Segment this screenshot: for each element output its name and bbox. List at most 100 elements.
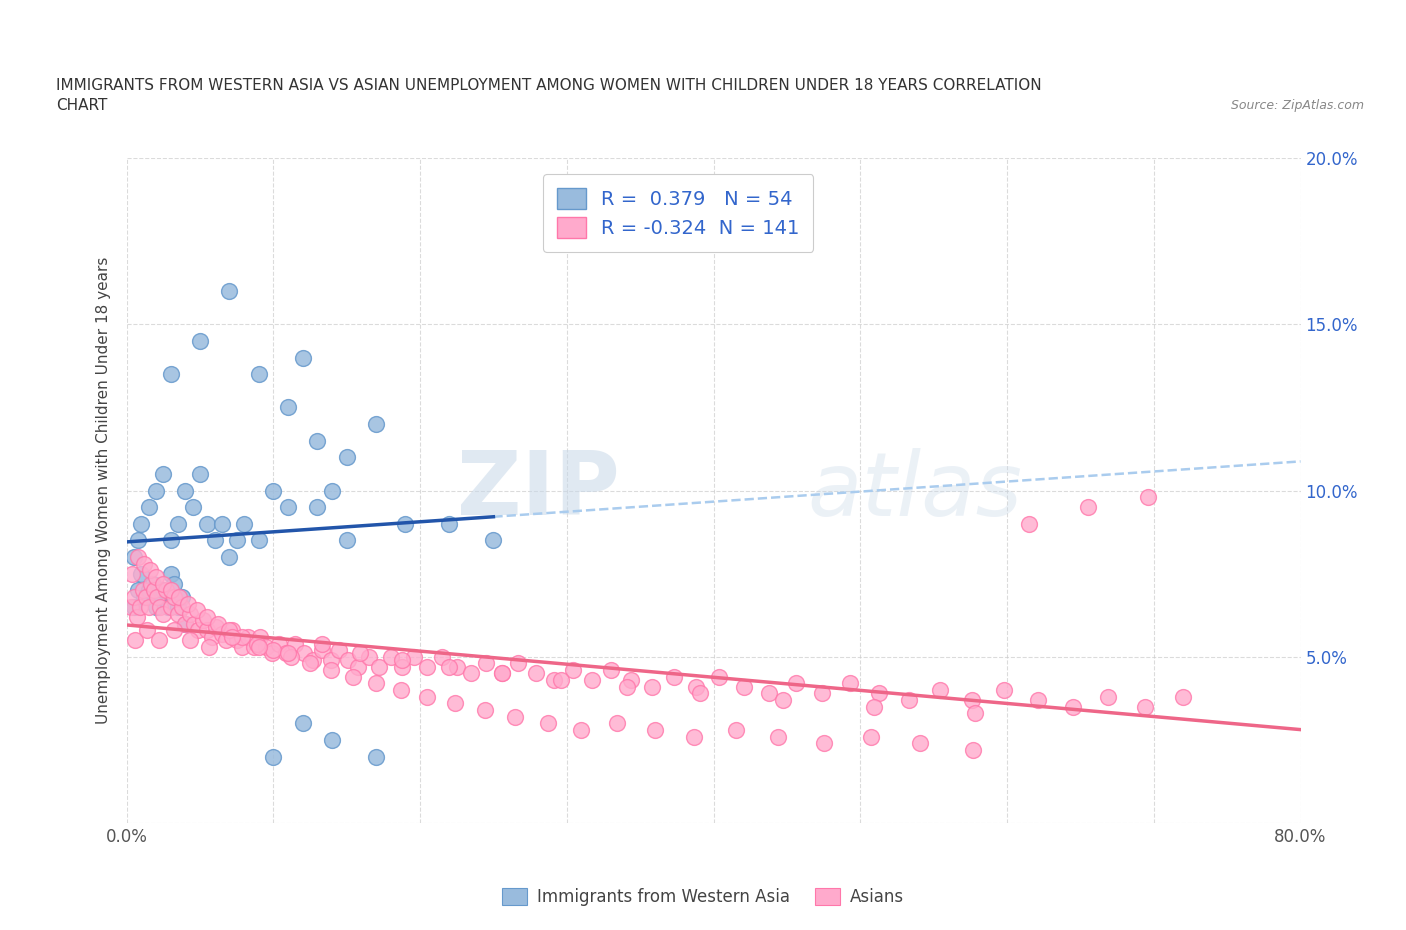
- Point: [508, 656, 530, 671]
- Point: [141, 577, 163, 591]
- Point: [962, 742, 984, 757]
- Text: IMMIGRANTS FROM WESTERN ASIA VS ASIAN UNEMPLOYMENT AMONG WOMEN WITH CHILDREN UND: IMMIGRANTS FROM WESTERN ASIA VS ASIAN UN…: [56, 78, 1042, 93]
- Point: [218, 550, 240, 565]
- Point: [122, 590, 145, 604]
- Text: CHART: CHART: [56, 99, 108, 113]
- Point: [404, 649, 426, 664]
- Point: [1136, 490, 1159, 505]
- Point: [152, 467, 174, 482]
- Point: [269, 636, 291, 651]
- Point: [537, 716, 560, 731]
- Point: [766, 729, 789, 744]
- Point: [247, 366, 270, 381]
- Point: [138, 600, 160, 615]
- Point: [183, 617, 205, 631]
- Point: [439, 659, 461, 674]
- Point: [561, 663, 583, 678]
- Point: [152, 583, 174, 598]
- Point: [134, 556, 156, 571]
- Point: [205, 619, 228, 634]
- Point: [177, 596, 200, 611]
- Point: [928, 683, 950, 698]
- Point: [391, 653, 413, 668]
- Point: [218, 623, 240, 638]
- Point: [139, 563, 162, 578]
- Point: [195, 609, 218, 624]
- Point: [215, 632, 238, 647]
- Point: [145, 600, 167, 615]
- Point: [122, 550, 145, 565]
- Point: [138, 499, 160, 514]
- Point: [262, 750, 284, 764]
- Point: [159, 533, 181, 548]
- Point: [758, 686, 780, 701]
- Point: [249, 630, 271, 644]
- Point: [505, 710, 527, 724]
- Point: [868, 686, 890, 701]
- Point: [218, 284, 240, 299]
- Point: [620, 672, 643, 687]
- Point: [291, 716, 314, 731]
- Point: [302, 653, 325, 668]
- Point: [284, 636, 307, 651]
- Point: [298, 656, 321, 671]
- Point: [724, 723, 747, 737]
- Point: [152, 577, 174, 591]
- Point: [599, 663, 621, 678]
- Point: [167, 606, 190, 621]
- Point: [357, 649, 380, 664]
- Point: [211, 626, 233, 641]
- Point: [169, 590, 191, 604]
- Point: [581, 672, 603, 687]
- Point: [811, 686, 834, 701]
- Point: [336, 450, 359, 465]
- Point: [307, 433, 329, 448]
- Point: [321, 484, 343, 498]
- Point: [120, 600, 142, 615]
- Point: [280, 649, 302, 664]
- Point: [188, 334, 211, 349]
- Text: Source: ZipAtlas.com: Source: ZipAtlas.com: [1230, 99, 1364, 112]
- Point: [364, 417, 387, 432]
- Point: [321, 733, 343, 748]
- Point: [167, 600, 190, 615]
- Point: [162, 577, 184, 591]
- Legend: Immigrants from Western Asia, Asians: Immigrants from Western Asia, Asians: [495, 881, 911, 912]
- Point: [149, 600, 172, 615]
- Point: [127, 533, 149, 548]
- Point: [179, 606, 201, 621]
- Point: [337, 653, 360, 668]
- Point: [368, 659, 391, 674]
- Point: [146, 590, 169, 604]
- Point: [129, 516, 152, 531]
- Point: [233, 516, 256, 531]
- Point: [349, 646, 371, 661]
- Point: [129, 566, 152, 581]
- Point: [389, 683, 412, 698]
- Point: [475, 656, 498, 671]
- Point: [225, 533, 247, 548]
- Point: [474, 702, 496, 717]
- Point: [1171, 689, 1194, 704]
- Point: [993, 683, 1015, 698]
- Point: [127, 550, 149, 565]
- Point: [172, 590, 194, 604]
- Point: [963, 706, 986, 721]
- Point: [416, 659, 439, 674]
- Y-axis label: Unemployment Among Women with Children Under 18 years: Unemployment Among Women with Children U…: [96, 257, 111, 724]
- Point: [247, 533, 270, 548]
- Point: [1018, 516, 1040, 531]
- Point: [128, 600, 150, 615]
- Point: [311, 636, 333, 651]
- Point: [960, 693, 983, 708]
- Point: [571, 723, 593, 737]
- Point: [460, 666, 482, 681]
- Point: [772, 693, 794, 708]
- Point: [364, 750, 387, 764]
- Point: [785, 676, 807, 691]
- Point: [156, 600, 179, 615]
- Point: [179, 632, 201, 647]
- Point: [292, 646, 315, 661]
- Point: [260, 646, 283, 661]
- Point: [243, 640, 266, 655]
